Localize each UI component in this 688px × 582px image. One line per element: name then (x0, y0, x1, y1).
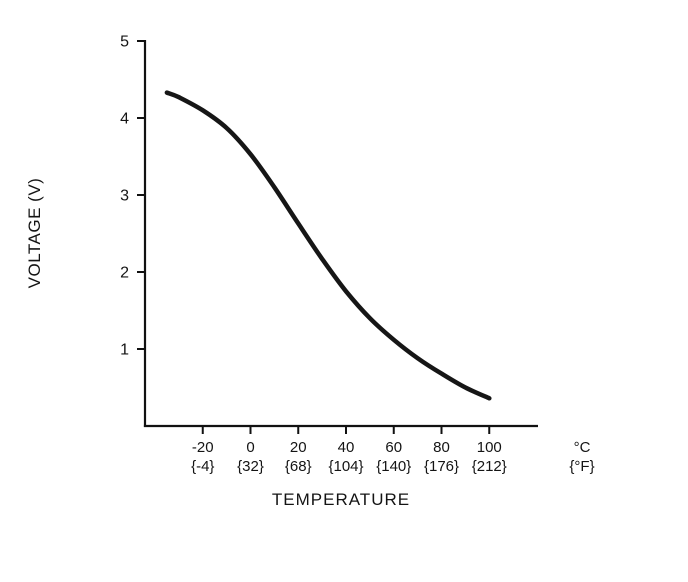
x-tick-label-fahrenheit: {-4} (191, 458, 214, 475)
x-tick-label-celsius: 80 (433, 439, 450, 456)
x-tick-label-fahrenheit: {212} (472, 458, 507, 475)
x-tick-label-celsius: 40 (338, 439, 355, 456)
x-tick-label-celsius: 20 (290, 439, 307, 456)
x-tick-label-fahrenheit: {32} (237, 458, 264, 475)
y-axis-title: VOLTAGE (V) (25, 178, 44, 289)
fahrenheit-unit-label: {°F} (569, 458, 594, 475)
y-tick-label: 1 (120, 342, 129, 359)
x-axis-title: TEMPERATURE (272, 490, 410, 509)
voltage-curve (164, 90, 492, 401)
y-tick-label: 5 (120, 34, 129, 51)
y-tick-label: 2 (120, 265, 129, 282)
x-tick-label-fahrenheit: {104} (328, 458, 363, 475)
tick-labels: 5 4 3 2 1 -20 {-4} 0 {32} 20 {68} 40 {104} 60 {140} 80 {… (120, 34, 507, 476)
x-tick-label-fahrenheit: {176} (424, 458, 459, 475)
x-tick-label-fahrenheit: {68} (285, 458, 312, 475)
tick-marks (137, 40, 491, 434)
y-tick-label: 4 (120, 111, 129, 128)
x-tick-label-celsius: 60 (385, 439, 402, 456)
x-tick-label-celsius: -20 (192, 439, 214, 456)
x-tick-label-celsius: 0 (246, 439, 254, 456)
celsius-unit-label: °C (574, 439, 591, 456)
x-tick-label-fahrenheit: {140} (376, 458, 411, 475)
x-tick-label-celsius: 100 (477, 439, 502, 456)
y-tick-label: 3 (120, 188, 129, 205)
axes (143, 40, 538, 428)
